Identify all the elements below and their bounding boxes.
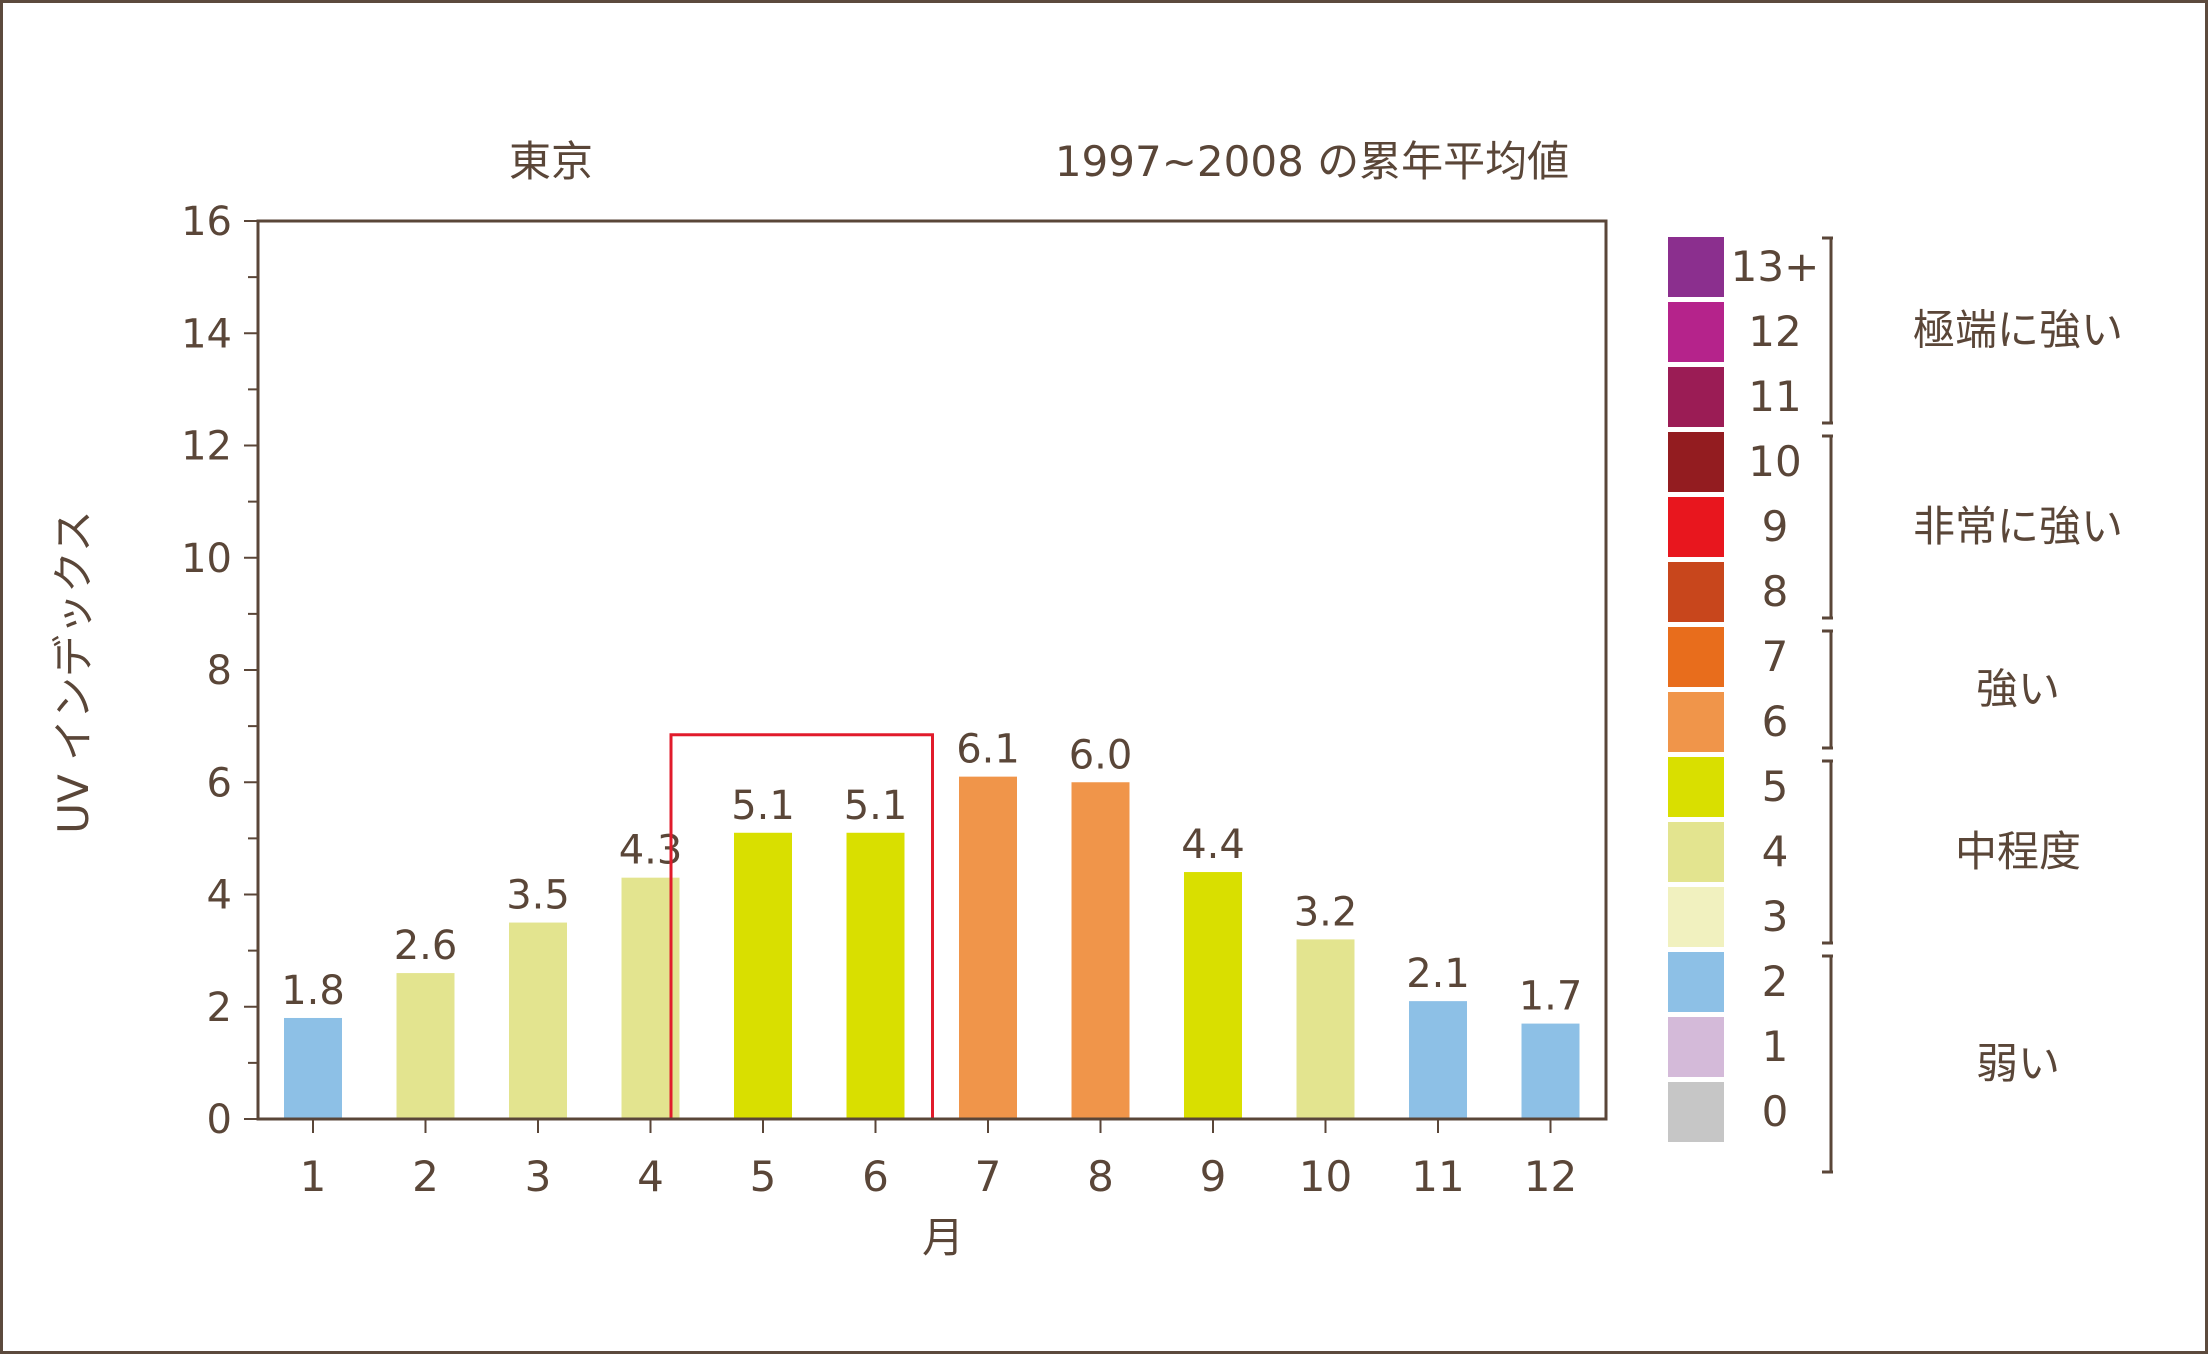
x-tick-label: 11 [1411,1152,1464,1201]
legend-scale-label: 0 [1762,1087,1789,1136]
bar-month-3 [509,922,567,1119]
bar-month-2 [396,973,455,1119]
bar-value-label: 5.1 [731,783,795,829]
bar-month-7 [959,776,1017,1119]
legend-scale-label: 3 [1762,892,1789,941]
y-tick-label: 2 [207,985,232,1031]
legend-swatch-13plus [1668,237,1724,297]
x-tick-label: 12 [1524,1152,1577,1201]
legend-swatch-9 [1668,497,1724,557]
x-axis-label: 月 [922,1213,964,1262]
legend-scale-label: 10 [1748,437,1801,486]
bar-value-label: 6.0 [1069,732,1133,778]
bar-month-12 [1521,1023,1580,1119]
legend-group-label: 極端に強い [1913,306,2123,355]
bar-value-label: 5.1 [844,783,908,829]
x-tick-label: 5 [750,1152,777,1201]
legend-scale-label: 11 [1748,372,1801,421]
legend-group-label: 非常に強い [1913,502,2123,551]
legend-swatch-8 [1668,562,1724,622]
legend-swatch-7 [1668,627,1724,687]
bar-month-10 [1296,939,1355,1119]
x-tick-label: 4 [637,1152,664,1201]
legend-swatch-2 [1668,952,1724,1012]
legend-group-label: 強い [1976,665,2060,714]
bar-value-label: 4.4 [1181,822,1245,868]
legend-scale-label: 6 [1762,697,1789,746]
bar-value-label: 6.1 [956,727,1020,773]
x-tick-label: 2 [412,1152,439,1201]
legend-swatch-5 [1668,757,1724,817]
legend-swatch-3 [1668,887,1724,947]
legend-scale-label: 4 [1762,827,1789,876]
legend-scale-label: 2 [1762,957,1789,1006]
x-tick-label: 7 [975,1152,1002,1201]
bar-value-label: 3.5 [506,873,570,919]
x-tick-label: 9 [1200,1152,1227,1201]
legend-scale-label: 7 [1762,632,1789,681]
y-tick-label: 8 [207,648,232,694]
y-tick-label: 14 [181,311,232,357]
legend-group-label: 中程度 [1955,827,2081,876]
legend-swatch-0 [1668,1082,1724,1142]
y-axis-label: UV インデックス [49,510,98,834]
bar-month-6 [846,832,905,1119]
bar-value-label: 3.2 [1294,889,1358,935]
bar-month-11 [1409,1001,1467,1119]
legend-scale-label: 1 [1762,1022,1789,1071]
y-tick-label: 10 [181,536,232,582]
legend-swatch-10 [1668,432,1724,492]
legend-swatch-11 [1668,367,1724,427]
legend-scale-label: 13+ [1731,242,1820,291]
legend-scale-label: 8 [1762,567,1789,616]
legend-scale-label: 9 [1762,502,1789,551]
legend-swatch-12 [1668,302,1724,362]
bar-value-label: 4.3 [619,828,683,874]
y-tick-label: 16 [181,199,232,245]
bar-value-label: 2.1 [1406,951,1470,997]
chart-title-right: 1997~2008 の累年平均値 [1055,137,1569,186]
legend-scale-label: 5 [1762,762,1789,811]
bar-value-label: 2.6 [394,923,458,969]
x-tick-label: 10 [1299,1152,1352,1201]
legend-swatch-6 [1668,692,1724,752]
plot-area-border [256,219,1608,1121]
legend-group-label: 弱い [1976,1039,2060,1088]
x-tick-label: 6 [862,1152,889,1201]
y-tick-label: 6 [207,760,232,806]
y-tick-label: 12 [181,424,232,470]
y-tick-label: 4 [207,873,232,919]
y-tick-label: 0 [207,1097,232,1143]
legend-swatch-4 [1668,822,1724,882]
bar-month-1 [284,1017,342,1119]
bar-month-8 [1071,782,1130,1119]
bar-month-5 [734,832,792,1119]
x-tick-label: 3 [525,1152,552,1201]
legend-swatch-1 [1668,1017,1724,1077]
chart-title-left: 東京 [509,137,593,186]
bar-value-label: 1.7 [1519,974,1583,1020]
bar-month-9 [1184,872,1242,1119]
bar-value-label: 1.8 [281,968,345,1014]
x-tick-label: 8 [1087,1152,1114,1201]
legend-scale-label: 12 [1748,307,1801,356]
x-tick-label: 1 [300,1152,327,1201]
